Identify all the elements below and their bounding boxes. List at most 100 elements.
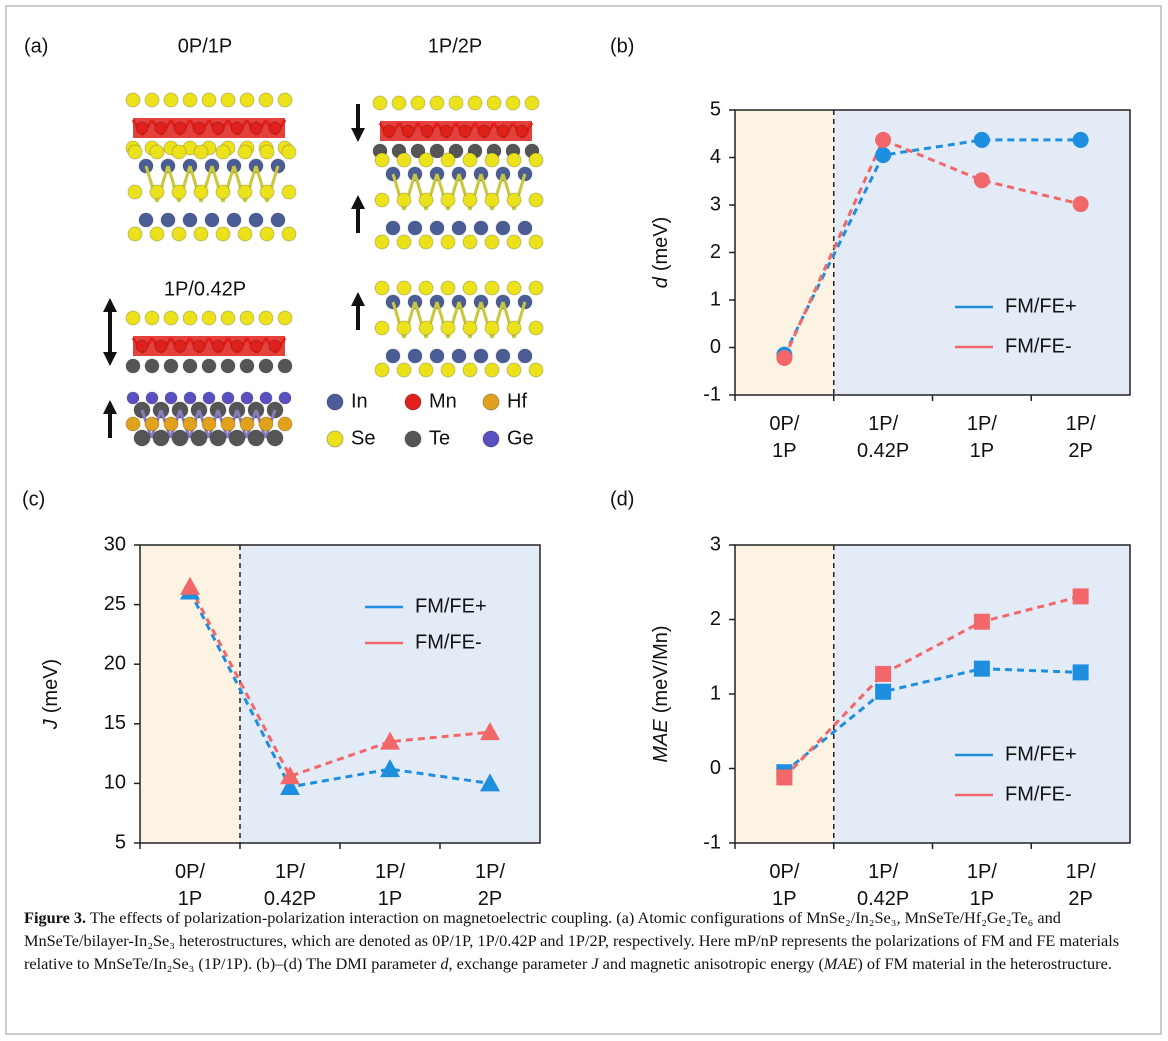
atom	[152, 429, 170, 447]
caption-text: The effects of polarization-polarization…	[24, 908, 1120, 973]
legend-label: FM/FE-	[1005, 335, 1072, 357]
y-tick-label: -1	[703, 831, 721, 853]
data-point	[380, 759, 400, 778]
x-tick-line: 1P/	[1066, 861, 1096, 883]
atom	[451, 220, 467, 236]
data-point	[280, 766, 300, 785]
atom	[249, 339, 263, 353]
atomic-structures	[103, 92, 544, 447]
shading	[735, 545, 834, 843]
atom	[506, 152, 522, 168]
data-point	[480, 722, 500, 741]
atom	[149, 144, 165, 160]
x-tick-line: 1P/	[967, 413, 997, 435]
arrow-head	[351, 128, 365, 142]
x-tick-line: 2P	[1068, 440, 1092, 462]
y-axis-symbol: J	[40, 718, 62, 730]
atom	[149, 184, 165, 200]
atom	[462, 362, 478, 378]
legend-atom	[482, 430, 500, 448]
atom	[211, 121, 225, 135]
atom	[458, 124, 472, 138]
caption: Figure 3. The effects of polarization-po…	[24, 906, 1144, 975]
data-point	[875, 131, 892, 148]
x-tick-line: 1P/	[1066, 413, 1096, 435]
atom	[429, 348, 445, 364]
atom	[484, 280, 500, 296]
legend-label: FM/FE+	[415, 595, 487, 617]
series-line	[783, 667, 1081, 774]
data-point	[180, 576, 200, 595]
atom	[138, 212, 154, 228]
data-point	[875, 683, 892, 700]
atom	[372, 95, 388, 111]
y-tick-label: 5	[710, 98, 721, 120]
atom	[192, 339, 206, 353]
atom	[407, 220, 423, 236]
caption-text: , exchange parameter	[448, 954, 592, 973]
atom	[182, 358, 198, 374]
atom	[268, 339, 282, 353]
atom	[259, 144, 275, 160]
x-tick-label: 1P/0.42P	[857, 861, 909, 910]
atom	[528, 152, 544, 168]
atom	[258, 92, 274, 108]
data-point	[1072, 664, 1089, 681]
y-axis-label: J (meV)	[40, 659, 62, 730]
atom	[215, 144, 231, 160]
atom	[133, 429, 151, 447]
data-point	[380, 731, 400, 750]
atom	[182, 416, 198, 432]
caption-label: Figure 3.	[24, 908, 87, 927]
atom	[220, 358, 236, 374]
legend-atom	[326, 430, 344, 448]
atom	[515, 124, 529, 138]
atom	[374, 362, 390, 378]
atom	[391, 95, 407, 111]
atom	[125, 416, 141, 432]
x-tick-line: 1P	[970, 888, 994, 910]
y-axis-symbol: d	[650, 276, 672, 288]
legend-atom	[326, 393, 344, 411]
legend-atom	[404, 393, 422, 411]
arrow-head	[351, 195, 365, 209]
atom	[144, 310, 160, 326]
atom	[239, 310, 255, 326]
atom	[125, 310, 141, 326]
atom	[240, 391, 254, 405]
x-tick-line: 1P	[772, 888, 796, 910]
atom	[201, 416, 217, 432]
x-tick-line: 2P	[478, 888, 502, 910]
data-point	[973, 660, 990, 677]
atom	[173, 339, 187, 353]
atom	[277, 358, 293, 374]
legend-atom	[482, 393, 500, 411]
x-tick-label: 1P/2P	[475, 861, 505, 910]
atom	[528, 192, 544, 208]
atom	[517, 348, 533, 364]
x-tick-line: 2P	[1068, 888, 1092, 910]
atom	[524, 95, 540, 111]
atom	[418, 234, 434, 250]
atom	[135, 339, 149, 353]
x-tick-label: 1P/2P	[1066, 413, 1096, 462]
atom	[258, 310, 274, 326]
y-axis-unit: (meV)	[40, 659, 62, 713]
series-line	[188, 590, 491, 789]
x-tick-line: 0P/	[769, 413, 799, 435]
x-tick-label: 1P/1P	[967, 413, 997, 462]
atom	[420, 124, 434, 138]
atom	[462, 234, 478, 250]
panel-label: (b)	[610, 35, 634, 57]
atom	[396, 234, 412, 250]
atom	[239, 92, 255, 108]
atom	[278, 391, 292, 405]
atom	[385, 220, 401, 236]
x-tick-label: 0P/1P	[769, 861, 799, 910]
atom	[171, 226, 187, 242]
atom	[190, 429, 208, 447]
atom	[374, 192, 390, 208]
atom	[193, 226, 209, 242]
legend-label: In	[351, 390, 368, 412]
